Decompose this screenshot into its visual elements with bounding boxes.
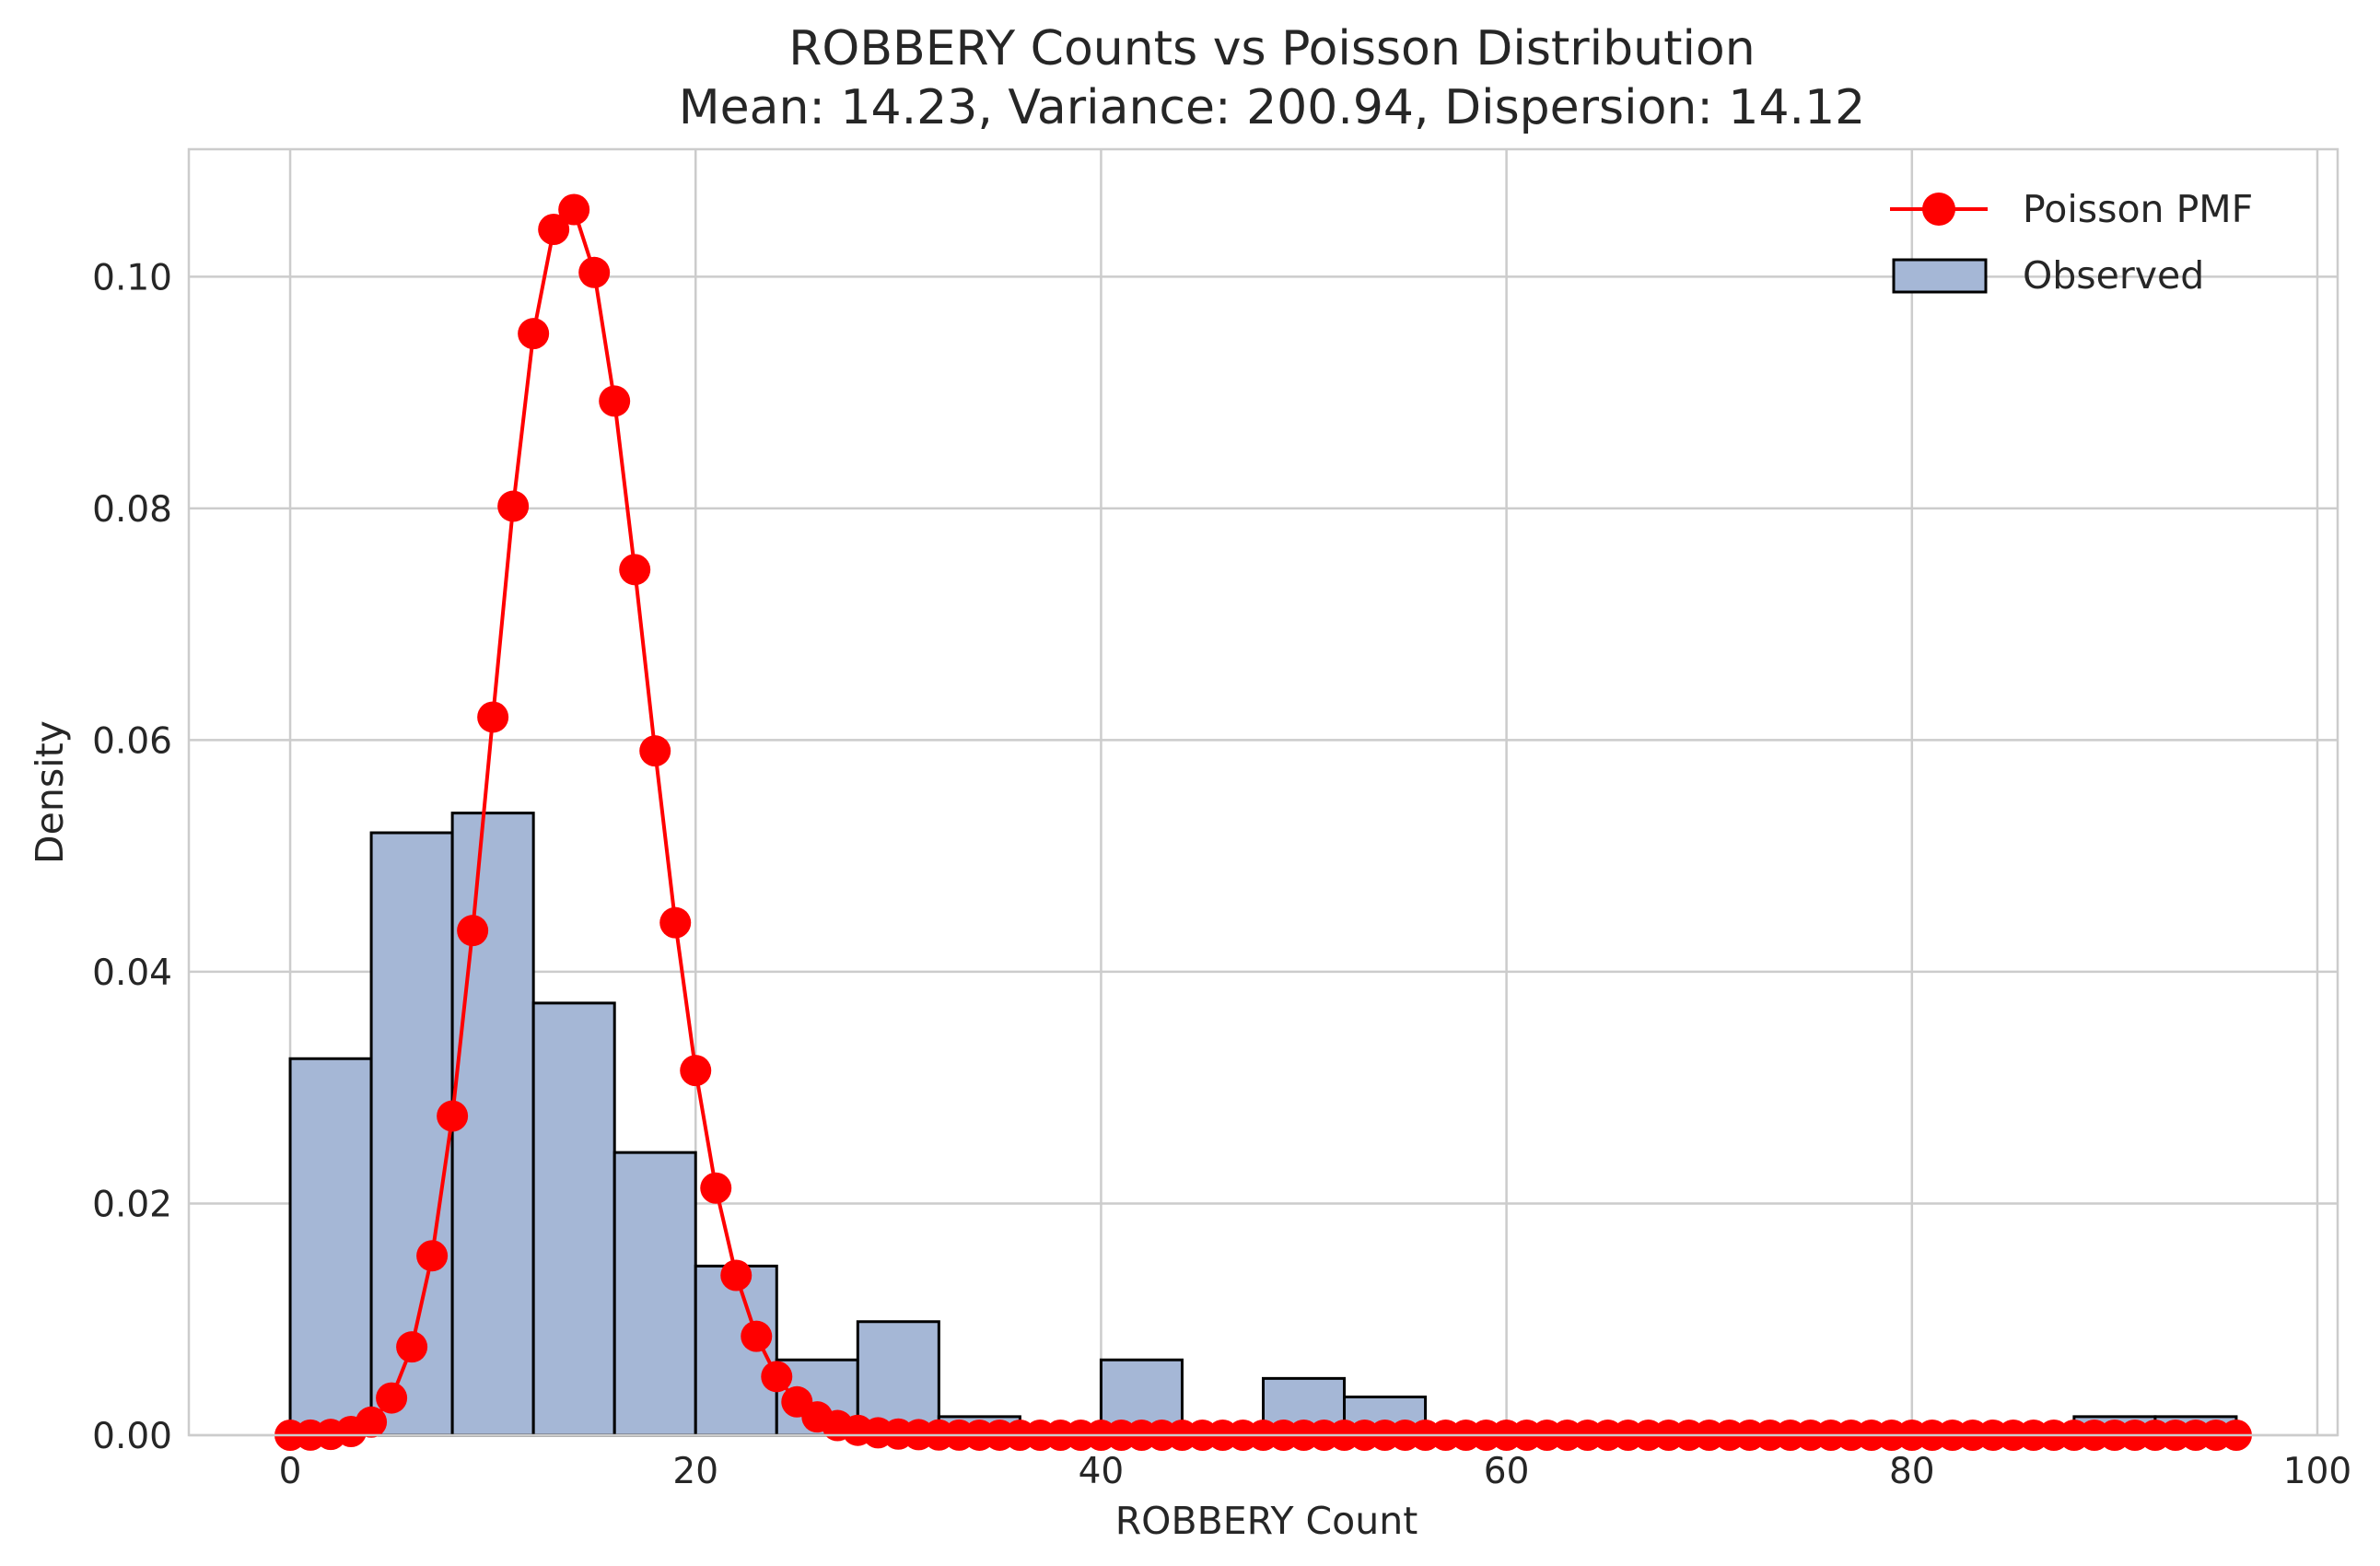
- poisson-point: [538, 214, 570, 246]
- poisson-point: [518, 318, 550, 350]
- poisson-point: [376, 1382, 408, 1414]
- poisson-point: [680, 1055, 712, 1087]
- poisson-point: [578, 256, 611, 288]
- poisson-point: [619, 554, 651, 586]
- poisson-point: [558, 193, 590, 226]
- poisson-point: [761, 1361, 793, 1393]
- x-tick-label: 20: [672, 1451, 718, 1492]
- x-tick-label: 60: [1484, 1451, 1530, 1492]
- poisson-point: [356, 1406, 388, 1438]
- histogram-bars: [288, 812, 2238, 1437]
- poisson-point: [720, 1259, 752, 1291]
- poisson-point: [477, 701, 509, 733]
- y-tick-label: 0.10: [92, 257, 172, 298]
- x-tick-label: 0: [279, 1451, 302, 1492]
- y-tick-label: 0.00: [92, 1416, 172, 1457]
- x-tick-label: 40: [1079, 1451, 1125, 1492]
- histogram-bar: [856, 1320, 940, 1437]
- histogram-bar: [288, 1057, 373, 1437]
- poisson-point: [457, 915, 489, 947]
- y-axis-label: Density: [28, 720, 72, 864]
- y-axis-ticks: 0.00 0.02 0.04 0.06 0.08 0.10: [92, 257, 172, 1457]
- legend-poisson-marker: [1922, 193, 1955, 226]
- poisson-point: [639, 735, 671, 767]
- y-tick-label: 0.06: [92, 720, 172, 762]
- poisson-point: [659, 906, 692, 939]
- poisson-point: [416, 1240, 449, 1272]
- histogram-bar: [531, 1001, 616, 1437]
- chart-title: ROBBERY Counts vs Poisson Distribution: [788, 21, 1755, 76]
- legend-observed-label: Observed: [2023, 253, 2204, 298]
- poisson-point: [700, 1172, 732, 1204]
- poisson-point: [396, 1331, 428, 1363]
- x-tick-label: 100: [2283, 1451, 2351, 1492]
- poisson-point: [741, 1320, 773, 1352]
- histogram-bar: [612, 1151, 697, 1437]
- legend-poisson-label: Poisson PMF: [2023, 187, 2253, 231]
- y-tick-label: 0.02: [92, 1184, 172, 1225]
- x-axis-label: ROBBERY Count: [1115, 1499, 1418, 1543]
- y-tick-label: 0.08: [92, 489, 172, 531]
- x-axis-ticks: 0 20 40 60 80 100: [279, 1451, 2352, 1492]
- poisson-point: [497, 490, 530, 522]
- poisson-point: [599, 385, 631, 417]
- legend-observed-swatch: [1892, 258, 1988, 294]
- x-tick-label: 80: [1889, 1451, 1935, 1492]
- y-tick-label: 0.04: [92, 952, 172, 994]
- poisson-point: [437, 1100, 469, 1132]
- plot-frame: [187, 147, 2339, 1437]
- legend: Poisson PMF Observed: [1890, 187, 2253, 298]
- chart-subtitle: Mean: 14.23, Variance: 200.94, Dispersio…: [679, 80, 1866, 135]
